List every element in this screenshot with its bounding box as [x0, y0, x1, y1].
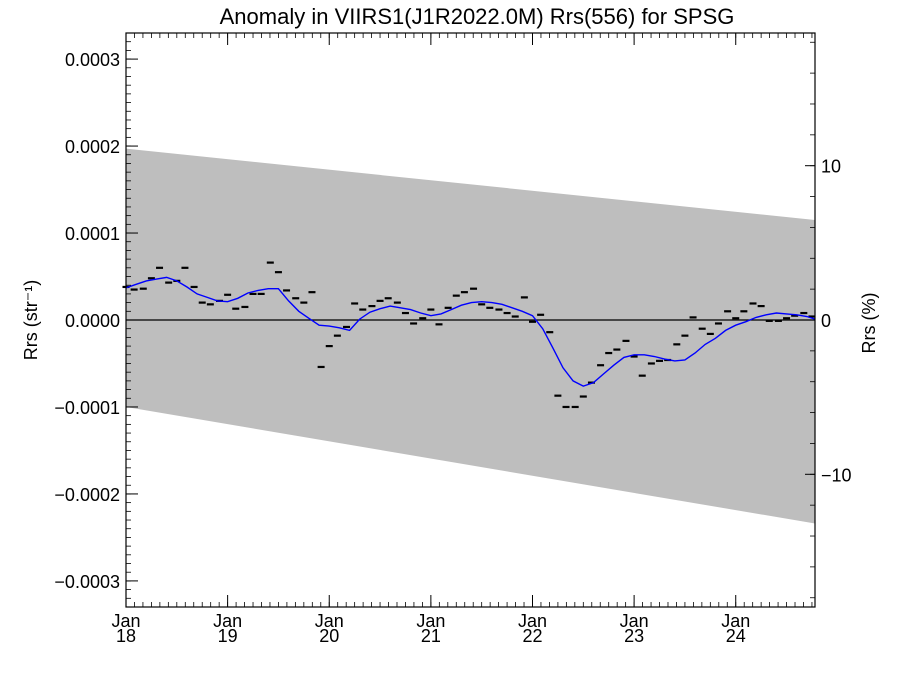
x-tick-label-month: Jan	[111, 611, 140, 631]
x-tick-label-month: Jan	[416, 611, 445, 631]
y-tick-label-left: −0.0001	[54, 398, 120, 418]
y-tick-label-left: 0.0002	[65, 137, 120, 157]
x-tick-label-month: Jan	[315, 611, 344, 631]
x-tick-label-year: 22	[522, 626, 542, 646]
y-axis-label-right: Rrs (%)	[859, 293, 879, 354]
y-tick-label-right: 10	[821, 157, 841, 177]
y-tick-label-left: −0.0003	[54, 572, 120, 592]
x-tick-label-month: Jan	[721, 611, 750, 631]
y-tick-label-right: 0	[821, 311, 831, 331]
x-tick-label-year: 24	[726, 626, 746, 646]
y-tick-label-left: 0.0001	[65, 224, 120, 244]
x-tick-label-month: Jan	[518, 611, 547, 631]
x-tick-label-year: 20	[319, 626, 339, 646]
y-axis-label-left-text: Rrs (str⁻¹)	[21, 280, 41, 360]
x-tick-label-year: 18	[116, 626, 136, 646]
x-tick-label-year: 19	[218, 626, 238, 646]
uncertainty-band	[126, 148, 815, 524]
x-tick-label-year: 21	[421, 626, 441, 646]
y-tick-label-left: 0.0000	[65, 311, 120, 331]
x-tick-label-month: Jan	[620, 611, 649, 631]
y-tick-label-left: −0.0002	[54, 485, 120, 505]
smoothed-line	[125, 276, 816, 387]
y-tick-label-left: 0.0003	[65, 50, 120, 70]
y-axis-label-left: Rrs (str⁻¹)	[21, 280, 41, 360]
x-tick-label-year: 23	[624, 626, 644, 646]
y-tick-label-right: −10	[821, 465, 852, 485]
x-tick-label-month: Jan	[213, 611, 242, 631]
chart-title: Anomaly in VIIRS1(J1R2022.0M) Rrs(556) f…	[220, 4, 735, 29]
plot-area: 0.0003 0.0002 0.0001 0.0000 −0.0001 −0.0002 −0…	[54, 32, 852, 646]
